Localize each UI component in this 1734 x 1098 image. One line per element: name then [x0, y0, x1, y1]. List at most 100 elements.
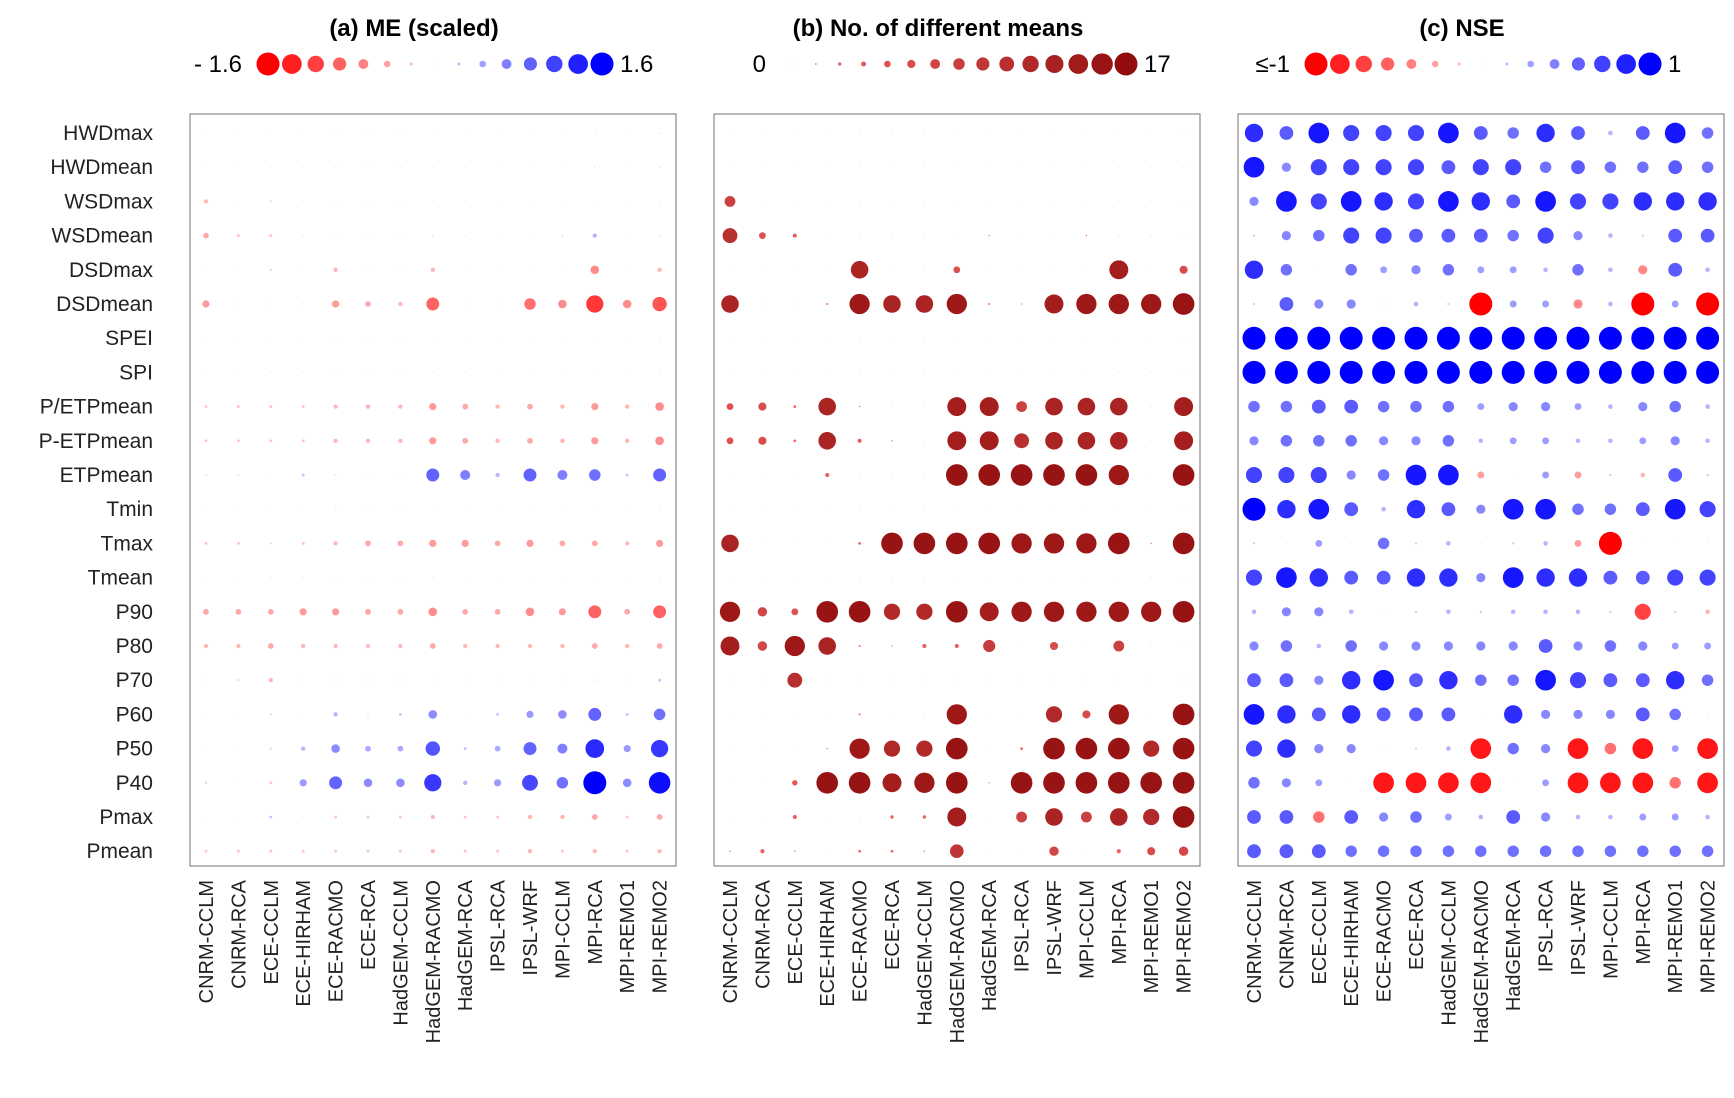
- col-label-ece-cclm: ECE-CCLM: [1309, 880, 1331, 984]
- bubble-dsdmean-ece-racmo: [332, 300, 340, 308]
- bubble-spi-hadgem-rca: [1501, 360, 1525, 384]
- bubble-p70-ece-cclm: [787, 672, 803, 688]
- bubble-dsdmax-cnrm-rca: [1280, 264, 1293, 276]
- bubble-spi-ece-racmo: [1372, 360, 1396, 384]
- bubble-pmean-mpi-cclm: [1604, 845, 1617, 857]
- col-label-hadgem-racmo: HadGEM-RACMO: [1471, 880, 1493, 1043]
- bubble-pmax-cnrm-rca: [237, 816, 239, 818]
- bubble-p40-mpi-remo1: [1669, 777, 1681, 789]
- bubble-p-etpmean-ipsl-wrf: [1574, 403, 1582, 411]
- bubble-etpmean-ipsl-wrf: [1043, 464, 1065, 486]
- panel-me-scaled: (a) ME (scaled) - 1.6 1.6 CNRM-CCLM CNRM-…: [189, 15, 677, 1043]
- bubble-pmax-ipsl-wrf: [1045, 808, 1063, 826]
- bubble-etpmean-ece-rca: [1405, 464, 1427, 486]
- bubble-tmin-mpi-rca: [1118, 508, 1120, 510]
- bubble-p90-ipsl-wrf: [1575, 609, 1581, 615]
- bubble-spi-hadgem-cclm: [1436, 360, 1460, 384]
- panel-title-means: (b) No. of different means: [793, 15, 1084, 42]
- bubble-hwdmax-mpi-remo2: [1183, 132, 1185, 134]
- bubble-dsdmax-ipsl-rca: [497, 269, 499, 271]
- bubble-pmax-mpi-remo1: [1143, 808, 1160, 826]
- bubble-hwdmean-hadgem-rca: [464, 166, 466, 168]
- bubble-p50-ece-cclm: [1314, 744, 1324, 754]
- bubble-p70-hadgem-rca: [464, 679, 466, 681]
- bubble-tmin-ece-cclm: [270, 508, 272, 510]
- bubble-p90-hadgem-rca: [979, 602, 999, 622]
- bubble-spi-cnrm-cclm: [1242, 360, 1266, 384]
- bubble-tmax-mpi-remo2: [1707, 542, 1709, 545]
- bubble-tmean-mpi-rca: [1118, 577, 1120, 579]
- col-label-ece-racmo: ECE-RACMO: [1374, 880, 1396, 1002]
- bubble-pmax-hadgem-cclm: [398, 815, 402, 819]
- bubble-spei-ece-cclm: [1307, 326, 1331, 350]
- bubble-hwdmean-mpi-rca: [1118, 166, 1120, 168]
- bubble-p80-ece-racmo: [858, 644, 861, 648]
- bubble-tmax-ece-hirham: [1350, 542, 1352, 545]
- bubble-p60-mpi-cclm: [1605, 709, 1615, 720]
- bubble-wsdmean-ece-rca: [891, 235, 893, 237]
- bubble-p40-hadgem-cclm: [914, 772, 935, 793]
- bubble-p60-hadgem-racmo: [946, 704, 967, 725]
- bubble-hwdmax-mpi-rca: [1118, 132, 1120, 134]
- bubble-p70-mpi-remo2: [1183, 679, 1185, 681]
- bubble-p60-ece-hirham: [1342, 705, 1361, 724]
- bubble-wsdmean-ipsl-rca: [1537, 227, 1554, 244]
- bubble-tmin-cnrm-rca: [237, 508, 239, 510]
- bubble-p40-cnrm-cclm: [729, 782, 731, 784]
- bubble-p40-cnrm-rca: [1281, 778, 1291, 788]
- bubble-p-etpmean-mpi-remo1: [1150, 440, 1152, 442]
- col-label-ece-racmo: ECE-RACMO: [326, 880, 348, 1002]
- bubble-p60-ece-hirham: [302, 713, 304, 716]
- bubble-p90-mpi-remo1: [1141, 601, 1162, 622]
- row-label-p80: P80: [116, 635, 153, 658]
- bubble-hwdmax-ece-racmo: [335, 132, 337, 134]
- bubble-spi-ipsl-rca: [1021, 371, 1023, 373]
- bubble-spi-cnrm-rca: [237, 371, 239, 373]
- bubble-p-etpmean-ece-hirham: [1344, 399, 1359, 414]
- legend-swatch: [1381, 57, 1395, 71]
- bubble-p60-ece-rca: [367, 713, 369, 716]
- bubble-p50-ipsl-wrf: [1567, 738, 1589, 759]
- bubble-p90-mpi-cclm: [1609, 610, 1612, 613]
- legend-swatch: [976, 57, 990, 71]
- bubble-wsdmax-hadgem-racmo: [432, 200, 434, 202]
- legend-swatch: [999, 56, 1015, 72]
- bubble-dsdmean-mpi-cclm: [558, 299, 567, 309]
- bubble-p-etpmean-mpi-remo2: [1174, 397, 1194, 417]
- bubble-p-etpmean-ece-racmo: [1377, 400, 1390, 413]
- bubble-spei-ece-hirham: [1339, 326, 1363, 350]
- bubble-tmean-ece-racmo: [1376, 570, 1391, 585]
- bubble-tmin-mpi-remo2: [659, 508, 661, 510]
- bubble-p90-ece-rca: [883, 603, 901, 620]
- bubble-wsdmax-mpi-remo1: [1666, 192, 1685, 211]
- bubble-etpmean-hadgem-cclm: [399, 474, 401, 476]
- bubble-p-etpmean-ipsl-rca: [1014, 433, 1030, 449]
- bubble-etpmean-ece-racmo: [1377, 469, 1390, 481]
- bubble-dsdmean-ipsl-wrf: [524, 298, 536, 310]
- bubble-wsdmax-ece-racmo: [859, 200, 861, 202]
- bubble-hwdmax-ece-cclm: [1308, 122, 1330, 144]
- legend-swatch: [1482, 63, 1484, 65]
- bubble-dsdmean-hadgem-racmo: [426, 297, 440, 311]
- bubble-p90-mpi-remo1: [624, 608, 631, 615]
- bubble-wsdmax-cnrm-rca: [237, 200, 239, 202]
- bubble-wsdmean-ece-hirham: [302, 235, 304, 237]
- bubble-hwdmax-hadgem-rca: [464, 132, 466, 134]
- bubble-p-etpmean-ece-rca: [1411, 436, 1421, 446]
- bubble-p-etpmean-cnrm-cclm: [726, 437, 734, 445]
- bubble-p-etpmean-hadgem-rca: [979, 397, 999, 417]
- bubble-etpmean-hadgem-racmo: [1477, 471, 1485, 479]
- bubble-spei-ipsl-wrf: [1053, 337, 1055, 339]
- bubble-p80-ipsl-wrf: [527, 643, 533, 649]
- bubble-tmean-cnrm-rca: [1276, 567, 1297, 588]
- bubble-wsdmax-ece-rca: [367, 200, 369, 202]
- bubble-pmax-ece-rca: [890, 815, 894, 819]
- bubble-p-etpmean-ece-hirham: [1345, 435, 1357, 447]
- bubble-p40-ipsl-wrf: [522, 774, 538, 791]
- bubble-p-etpmean-ece-rca: [891, 406, 893, 408]
- legend-swatch: [1505, 62, 1509, 66]
- bubble-dsdmean-mpi-remo2: [1172, 293, 1195, 315]
- legend-min-label-nse: ≤-1: [1255, 51, 1290, 78]
- bubble-p80-mpi-remo2: [1704, 642, 1712, 650]
- bubble-pmax-mpi-remo2: [656, 814, 663, 820]
